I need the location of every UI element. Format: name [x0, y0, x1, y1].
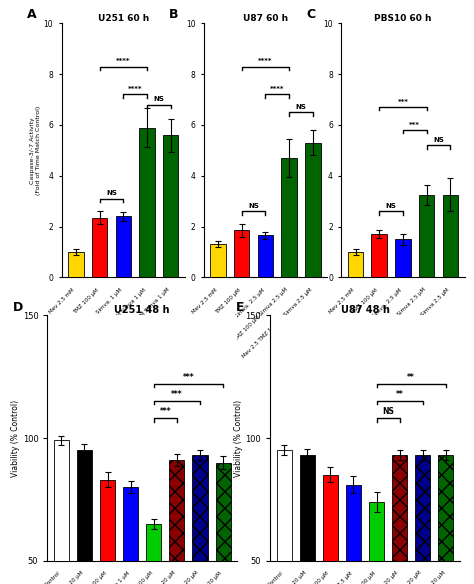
- Bar: [92, 218, 107, 277]
- Title: U251 60 h: U251 60 h: [98, 13, 149, 23]
- Text: **: **: [396, 390, 403, 399]
- Bar: [210, 244, 226, 277]
- Text: ***: ***: [398, 99, 408, 105]
- Bar: [234, 231, 249, 277]
- Bar: [443, 195, 458, 277]
- Y-axis label: Viability (% Control): Viability (% Control): [11, 399, 20, 477]
- Text: NS: NS: [386, 203, 396, 209]
- Text: ****: ****: [128, 86, 142, 92]
- Bar: [216, 463, 231, 584]
- Text: ***: ***: [182, 373, 194, 381]
- Text: NS: NS: [106, 190, 117, 196]
- Text: ****: ****: [270, 86, 284, 92]
- Text: ****: ****: [258, 58, 273, 64]
- Title: U251 48 h: U251 48 h: [114, 305, 170, 315]
- Bar: [169, 460, 184, 584]
- Text: NS: NS: [296, 104, 306, 110]
- Bar: [163, 135, 178, 277]
- Text: B: B: [169, 8, 179, 21]
- Text: A: A: [27, 8, 37, 21]
- Bar: [77, 450, 92, 584]
- Text: ***: ***: [171, 390, 182, 399]
- Bar: [372, 234, 387, 277]
- Bar: [348, 252, 363, 277]
- Bar: [415, 455, 430, 584]
- Text: **: **: [407, 373, 415, 381]
- Bar: [139, 127, 155, 277]
- Bar: [392, 455, 407, 584]
- Bar: [116, 217, 131, 277]
- Bar: [419, 195, 434, 277]
- Text: NS: NS: [382, 407, 394, 416]
- Title: U87 60 h: U87 60 h: [243, 13, 288, 23]
- Bar: [282, 158, 297, 277]
- Y-axis label: Viability (% Control): Viability (% Control): [234, 399, 243, 477]
- Bar: [192, 455, 208, 584]
- Bar: [300, 455, 315, 584]
- Bar: [54, 440, 69, 584]
- Text: NS: NS: [433, 137, 444, 142]
- Text: NS: NS: [154, 96, 164, 102]
- Text: NS: NS: [248, 203, 259, 209]
- Bar: [276, 450, 292, 584]
- Bar: [323, 475, 338, 584]
- Bar: [146, 524, 161, 584]
- Text: ***: ***: [410, 121, 420, 127]
- Bar: [123, 487, 138, 584]
- Title: U87 48 h: U87 48 h: [340, 305, 390, 315]
- Bar: [305, 142, 320, 277]
- Bar: [438, 455, 454, 584]
- Bar: [369, 502, 384, 584]
- Bar: [68, 252, 83, 277]
- Title: PBS10 60 h: PBS10 60 h: [374, 13, 432, 23]
- Text: ***: ***: [160, 407, 171, 416]
- Text: D: D: [13, 301, 24, 314]
- Bar: [100, 479, 115, 584]
- Text: ****: ****: [116, 58, 130, 64]
- Bar: [395, 239, 410, 277]
- Text: C: C: [307, 8, 316, 21]
- Bar: [258, 235, 273, 277]
- Y-axis label: Caspase-3/-7 Activity
(Fold of Time Match Control): Caspase-3/-7 Activity (Fold of Time Matc…: [30, 106, 41, 195]
- Bar: [346, 485, 361, 584]
- Text: E: E: [236, 301, 245, 314]
